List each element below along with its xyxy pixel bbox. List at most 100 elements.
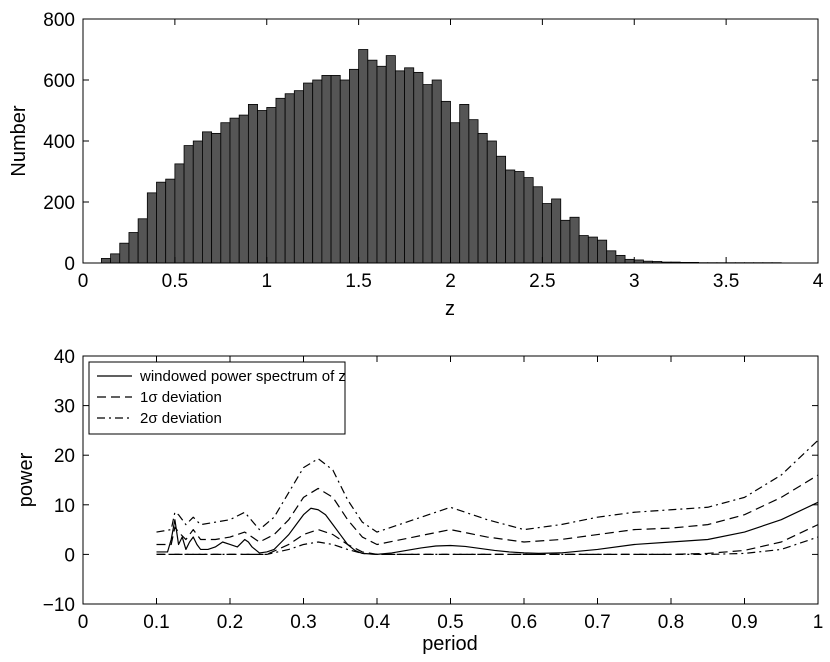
power-x-tick-label: 0.6 <box>511 612 537 633</box>
power-x-tick-label: 0.3 <box>290 612 316 633</box>
power-series-line-dashed <box>156 474 819 546</box>
histogram-bar <box>551 198 562 264</box>
histogram-bar <box>257 110 268 264</box>
histogram-bar <box>266 107 277 264</box>
histogram-x-tick-label: 4 <box>813 271 824 292</box>
histogram-x-tick-label: 0.5 <box>162 271 188 292</box>
histogram-bar <box>440 100 451 264</box>
histogram-bar <box>394 70 405 264</box>
histogram-bar <box>376 65 387 264</box>
histogram-bar <box>569 216 580 264</box>
histogram-bar <box>293 90 304 264</box>
histogram-bar <box>303 82 314 264</box>
histogram-bar <box>202 131 213 264</box>
histogram-bar <box>431 79 442 264</box>
power-x-tick-label: 0.2 <box>217 612 243 633</box>
power-x-tick-label: 0.7 <box>584 612 610 633</box>
histogram-bar <box>211 132 222 264</box>
histogram-bar <box>413 71 424 264</box>
histogram-bar <box>606 250 617 264</box>
power-x-tick-label: 0.4 <box>364 612 391 633</box>
power-x-tick-label: 0.5 <box>437 612 463 633</box>
power-y-tick-label: 10 <box>54 496 75 517</box>
histogram-bar <box>220 122 231 264</box>
histogram-x-tick-label: 3 <box>629 271 640 292</box>
histogram-bar <box>146 192 157 264</box>
histogram-y-tick-label: 400 <box>43 132 75 153</box>
histogram-bar <box>100 258 111 264</box>
histogram-bar <box>624 258 635 264</box>
power-y-ticks: −10 0 10 20 30 40 <box>43 347 818 616</box>
histogram-bar <box>358 49 369 264</box>
histogram-bar <box>349 68 360 264</box>
power-y-tick-label: 30 <box>54 397 75 418</box>
legend-label-2sigma: 2σ deviation <box>140 410 222 427</box>
histogram-bar <box>321 75 332 264</box>
histogram-bar <box>183 145 194 264</box>
histogram-x-tick-label: 3.5 <box>713 271 739 292</box>
histogram-bar <box>284 93 295 264</box>
legend-label-power-spectrum: windowed power spectrum of z <box>139 368 346 385</box>
histogram-bar <box>450 122 461 264</box>
histogram-bar <box>174 163 185 264</box>
legend-box <box>88 361 346 435</box>
histogram-bar <box>587 236 598 264</box>
power-x-tick-label: 0.8 <box>658 612 684 633</box>
histogram-bar <box>486 140 497 264</box>
histogram-panel: 0 0.5 1 1.5 2 2.5 3 3.5 4 0 200 400 600 800 z Number <box>8 10 824 320</box>
power-x-tick-label: 0.9 <box>731 612 757 633</box>
legend: windowed power spectrum of z 1σ deviatio… <box>88 361 346 435</box>
histogram-bar <box>367 59 378 264</box>
histogram-x-axis-label: z <box>445 298 455 320</box>
histogram-x-tick-label: 2 <box>445 271 456 292</box>
histogram-bar <box>560 219 571 264</box>
power-y-tick-label: 40 <box>54 347 75 368</box>
histogram-bar <box>532 186 543 264</box>
histogram-x-tick-label: 0 <box>78 271 89 292</box>
histogram-x-tick-label: 2.5 <box>529 271 555 292</box>
histogram-bar <box>422 84 433 264</box>
histogram-y-tick-label: 600 <box>43 71 75 92</box>
histogram-y-axis-label: Number <box>8 105 30 176</box>
histogram-bar <box>165 178 176 264</box>
power-series-lines <box>156 439 819 556</box>
power-y-tick-label: −10 <box>43 595 75 616</box>
histogram-bar <box>312 79 323 264</box>
power-y-tick-label: 20 <box>54 446 75 467</box>
histogram-bar <box>247 104 258 264</box>
histogram-bar <box>339 79 350 264</box>
histogram-bar <box>468 119 479 264</box>
histogram-y-tick-label: 200 <box>43 193 75 214</box>
histogram-bar <box>477 132 488 264</box>
histogram-bar <box>275 97 286 264</box>
histogram-x-tick-label: 1 <box>261 271 272 292</box>
histogram-bar <box>514 171 525 264</box>
histogram-y-tick-label: 0 <box>64 254 75 275</box>
power-x-tick-label: 0.1 <box>143 612 169 633</box>
histogram-bar <box>229 117 240 264</box>
histogram-bar <box>238 114 249 264</box>
power-y-tick-label: 0 <box>64 545 75 566</box>
histogram-y-ticks: 0 200 400 600 800 <box>43 10 818 275</box>
histogram-bar <box>496 155 507 264</box>
power-x-ticks: 0 0.1 0.2 0.3 0.4 0.5 0.6 0.7 0.8 0.9 1 <box>78 356 823 633</box>
power-panel: 0 0.1 0.2 0.3 0.4 0.5 0.6 0.7 0.8 0.9 1 −100102030… <box>15 347 823 655</box>
histogram-bar <box>385 55 396 264</box>
histogram-bar <box>578 235 589 264</box>
histogram-bar <box>404 67 415 264</box>
histogram-bar <box>541 203 552 264</box>
histogram-bar <box>505 169 516 264</box>
histogram-bar <box>615 254 626 264</box>
histogram-bar <box>128 232 139 264</box>
power-series-line-dashdot <box>156 439 819 533</box>
histogram-x-ticks: 0 0.5 1 1.5 2 2.5 3 3.5 4 <box>78 19 824 292</box>
histogram-bar <box>330 75 341 264</box>
histogram-bar <box>523 177 534 264</box>
histogram-bar <box>156 181 167 264</box>
power-x-tick-label: 0 <box>78 612 89 633</box>
power-series-line-solid <box>156 501 819 556</box>
histogram-bar <box>459 104 470 264</box>
histogram-bar <box>192 140 203 264</box>
histogram-bar <box>119 242 130 264</box>
